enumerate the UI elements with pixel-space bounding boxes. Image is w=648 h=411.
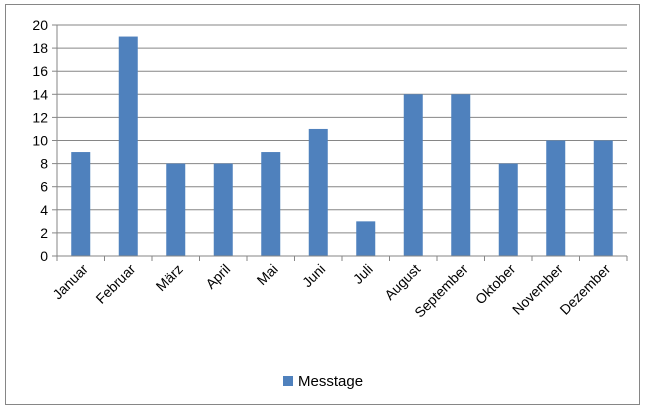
y-tick-label: 14	[32, 86, 48, 102]
y-tick-label: 4	[40, 202, 48, 218]
x-tick-label: Mai	[254, 261, 281, 288]
bar-september	[451, 94, 471, 256]
legend-label: Messtage	[298, 373, 363, 390]
x-tick-label: Februar	[92, 261, 138, 307]
y-tick-label: 2	[40, 225, 48, 241]
y-tick-label: 18	[32, 40, 48, 56]
y-tick-label: 10	[32, 133, 48, 149]
y-tick-label: 20	[32, 17, 48, 33]
y-tick-label: 8	[40, 156, 48, 172]
bar-mai	[261, 152, 281, 256]
bar-dezember	[593, 140, 613, 256]
bar-juni	[308, 128, 328, 256]
x-tick-label: Juli	[350, 261, 376, 287]
x-tick-label: Januar	[49, 261, 91, 303]
x-tick-label: August	[381, 261, 423, 303]
legend-swatch	[283, 376, 293, 386]
bar-november	[546, 140, 566, 256]
bar-oktober	[498, 163, 518, 256]
x-axis-ticks: Januar Februar März April Mai Juni Juli AugustS…	[49, 255, 628, 321]
x-tick-label: November	[509, 261, 566, 318]
y-tick-label: 12	[32, 109, 48, 125]
x-tick-label: Juni	[299, 261, 328, 290]
x-tick-label: Oktober	[472, 261, 519, 308]
legend: Messtage	[283, 373, 363, 390]
x-tick-label: Dezember	[556, 261, 613, 318]
y-axis-ticks: 0 2 4 6 8 10 12 14 16 18 20	[32, 17, 57, 264]
bars	[71, 36, 613, 256]
x-tick-label: März	[153, 261, 186, 294]
bar-august	[403, 94, 423, 256]
gridlines	[56, 24, 627, 257]
bar-februar	[118, 36, 138, 256]
bar-juli	[356, 221, 376, 256]
bar-januar	[71, 152, 91, 256]
x-tick-label: April	[202, 261, 233, 292]
y-tick-label: 0	[40, 248, 48, 264]
bar-april	[213, 163, 233, 256]
y-tick-label: 6	[40, 179, 48, 195]
bar-märz	[166, 163, 186, 256]
y-tick-label: 16	[32, 63, 48, 79]
